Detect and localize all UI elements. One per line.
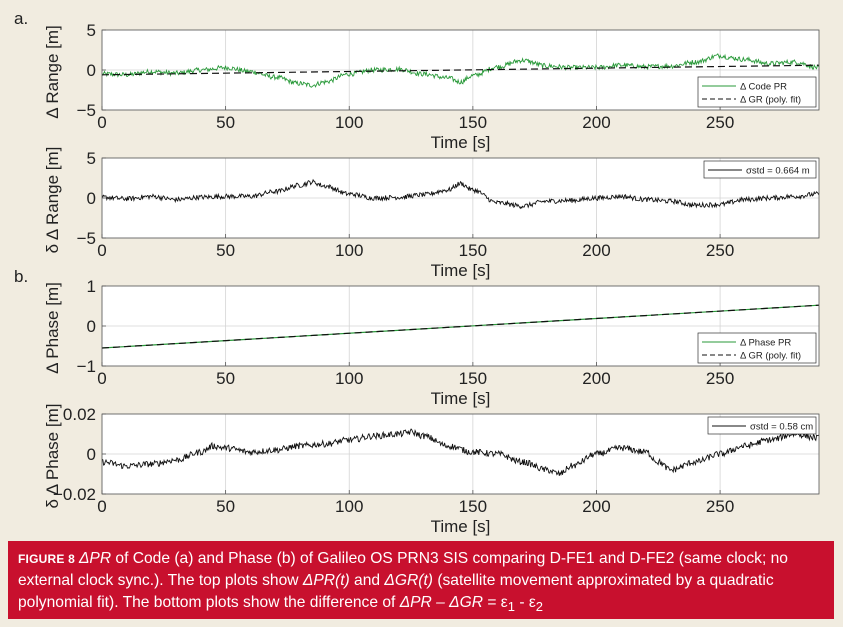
legend-box [707,416,817,435]
caption-text-5: ΔGR(t) [384,572,433,589]
y-tick-label: 5 [87,149,96,168]
series-line-1 [102,64,819,76]
y-tick-label: 0 [87,317,96,336]
legend-label-1: Δ GR (poly. fit) [740,95,801,106]
y-axis-label: δ Δ Phase [m] [43,404,62,509]
series-line-0 [102,178,819,210]
legend-label-0: Δ Phase PR [740,338,791,349]
x-tick-label: 200 [582,113,610,132]
legend-box [703,160,817,179]
x-tick-label: 0 [97,369,106,388]
y-tick-label: −5 [77,229,96,248]
x-tick-label: 50 [216,113,235,132]
x-tick-label: 200 [582,241,610,260]
legend-box [697,332,817,364]
x-tick-label: 250 [706,497,734,516]
y-tick-label: 0.02 [63,405,96,424]
x-tick-label: 100 [335,497,363,516]
figure-panel: a. b. 0 50 100 150 200 250 −5 0 5 Time [s] Δ Range… [8,8,834,540]
panel-b-label: b. [14,267,28,286]
y-tick-label: −1 [77,357,96,376]
series-line-0 [102,53,819,88]
x-tick-label: 0 [97,241,106,260]
x-tick-label: 50 [216,369,235,388]
series-line-1 [102,304,819,349]
x-tick-label: 250 [706,241,734,260]
caption-text-3: ΔPR(t) [302,572,350,589]
figure-caption: FIGURE 8 ΔPR of Code (a) and Phase (b) of… [8,541,834,619]
x-tick-label: 0 [97,497,106,516]
x-tick-label: 100 [335,113,363,132]
x-axis-label: Time [s] [431,133,491,152]
x-tick-label: 100 [335,369,363,388]
legend-label-1: Δ GR (poly. fit) [740,351,801,362]
x-tick-label: 150 [459,369,487,388]
caption-text-6: (satellite movement approximated by a qu… [18,572,774,611]
panel-a-label: a. [14,9,28,28]
x-tick-label: 250 [706,113,734,132]
y-axis-label: Δ Range [m] [43,25,62,119]
x-tick-label: 50 [216,497,235,516]
caption-text-8: = ε [483,594,508,611]
caption-text-4: and [349,572,385,589]
x-tick-label: 200 [582,369,610,388]
x-tick-label: 150 [459,497,487,516]
caption-text-2: of Code (a) and Phase (b) of Galileo OS … [18,550,788,589]
caption-label: FIGURE 8 [18,552,75,566]
y-tick-label: −5 [77,101,96,120]
y-axis-label: δ Δ Range [m] [43,147,62,254]
x-tick-label: 0 [97,113,106,132]
x-tick-label: 250 [706,369,734,388]
legend-label-0: σstd = 0.58 cm [750,422,813,433]
x-axis-label: Time [s] [431,261,491,280]
x-axis-label: Time [s] [431,517,491,536]
caption-text-7: ΔPR – ΔGR [399,594,484,611]
series-line-0 [102,428,819,476]
y-tick-label: 0 [87,445,96,464]
legend-box [697,76,817,108]
x-tick-label: 50 [216,241,235,260]
y-axis-label: Δ Phase [m] [43,282,62,374]
x-tick-label: 150 [459,241,487,260]
y-tick-label: 1 [87,277,96,296]
x-tick-label: 100 [335,241,363,260]
y-tick-label: −0.02 [53,485,96,504]
y-tick-label: 0 [87,61,96,80]
caption-text-1: ΔPR [78,550,112,567]
caption-text-9: 1 [507,599,515,615]
legend-label-0: Δ Code PR [740,82,787,93]
x-tick-label: 150 [459,113,487,132]
x-tick-label: 200 [582,497,610,516]
caption-text-10: - ε [514,594,536,611]
y-tick-label: 5 [87,21,96,40]
x-axis-label: Time [s] [431,389,491,408]
y-tick-label: 0 [87,189,96,208]
legend-label-0: σstd = 0.664 m [746,166,810,177]
caption-text-11: 2 [535,599,544,615]
